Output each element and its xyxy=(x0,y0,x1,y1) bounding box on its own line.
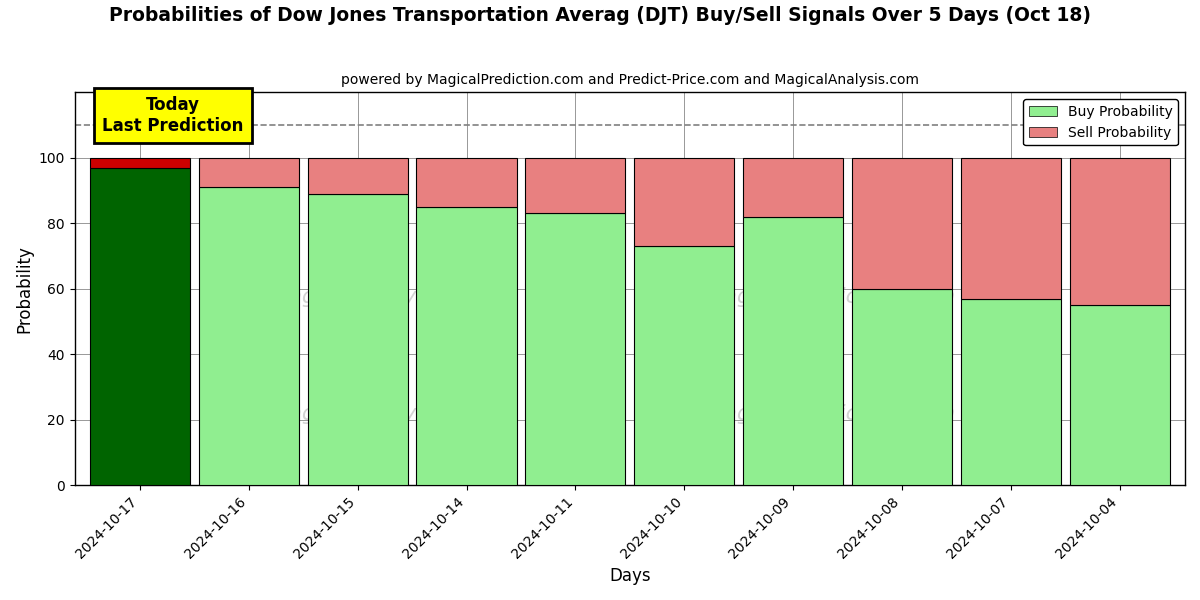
Bar xyxy=(961,299,1061,485)
Bar xyxy=(961,158,1061,299)
Bar xyxy=(1069,305,1170,485)
Bar xyxy=(852,158,952,289)
Bar xyxy=(526,214,625,485)
Bar xyxy=(199,158,299,187)
Bar xyxy=(852,289,952,485)
Legend: Buy Probability, Sell Probability: Buy Probability, Sell Probability xyxy=(1024,99,1178,145)
Text: MagicalPrediction.com: MagicalPrediction.com xyxy=(704,404,955,424)
Bar xyxy=(743,217,844,485)
Text: Probabilities of Dow Jones Transportation Averag (DJT) Buy/Sell Signals Over 5 D: Probabilities of Dow Jones Transportatio… xyxy=(109,6,1091,25)
Bar xyxy=(416,207,517,485)
X-axis label: Days: Days xyxy=(610,567,650,585)
Text: Today
Last Prediction: Today Last Prediction xyxy=(102,96,244,134)
Title: powered by MagicalPrediction.com and Predict-Price.com and MagicalAnalysis.com: powered by MagicalPrediction.com and Pre… xyxy=(341,73,919,87)
Text: MagicalAnalysis.com: MagicalAnalysis.com xyxy=(270,287,502,307)
Bar xyxy=(1069,158,1170,305)
Bar xyxy=(199,187,299,485)
Bar xyxy=(526,158,625,214)
Bar xyxy=(634,246,734,485)
Bar xyxy=(90,158,190,167)
Bar xyxy=(307,194,408,485)
Y-axis label: Probability: Probability xyxy=(16,245,34,332)
Bar xyxy=(416,158,517,207)
Bar xyxy=(743,158,844,217)
Text: MagicalPrediction.com: MagicalPrediction.com xyxy=(704,287,955,307)
Bar xyxy=(90,167,190,485)
Bar xyxy=(307,158,408,194)
Bar xyxy=(634,158,734,246)
Text: MagicalAnalysis.com: MagicalAnalysis.com xyxy=(270,404,502,424)
